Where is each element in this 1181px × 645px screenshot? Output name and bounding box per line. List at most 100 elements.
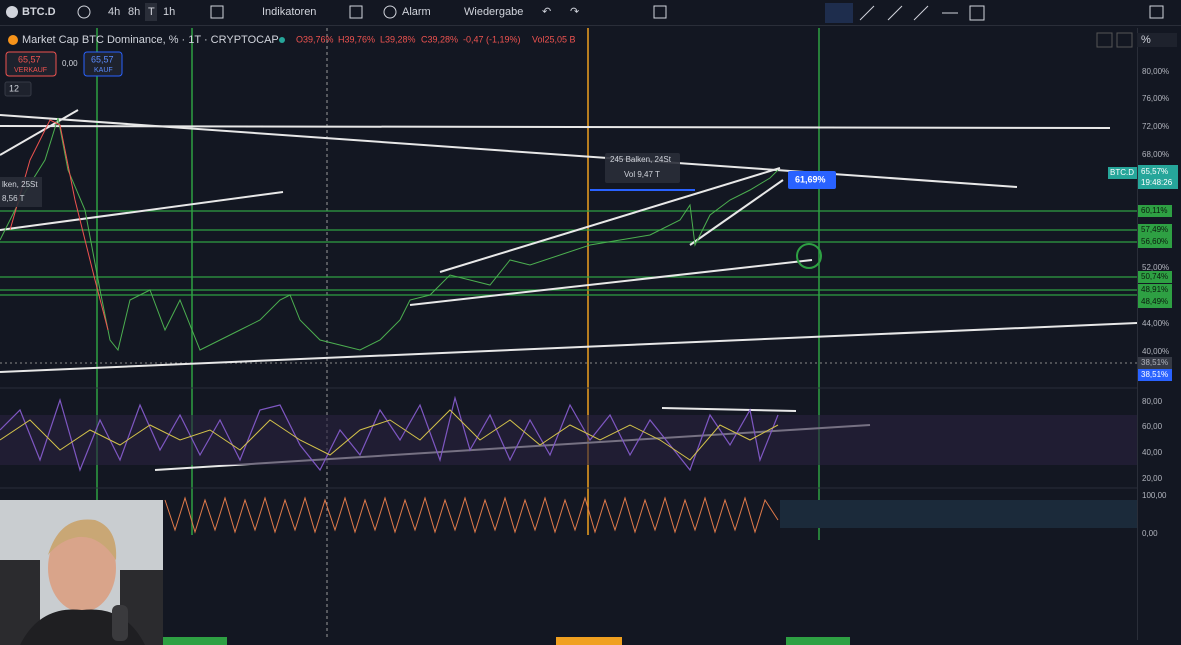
level-label: 48,49%: [1141, 297, 1168, 306]
oscillator-axis-label: 100,00: [1142, 491, 1167, 500]
drawing-line: [859, 5, 875, 21]
level-labels: 60,11% 57,49% 56,60% 50,74% 48,91% 48,49…: [1138, 205, 1172, 381]
drawing-line: [661, 407, 797, 412]
buy-button[interactable]: [83, 51, 123, 77]
shape: [1138, 236, 1172, 248]
level-label: 48,91%: [1141, 285, 1168, 294]
drawing-line: [0, 114, 1018, 188]
sell-button[interactable]: [5, 51, 57, 77]
scale-mode[interactable]: %: [1141, 34, 1151, 46]
shape: [210, 5, 224, 19]
legend-change: -0,47 (-1,19%): [463, 34, 521, 44]
shape: [1138, 357, 1172, 369]
shape: [1138, 205, 1172, 217]
level-label: 57,49%: [1141, 225, 1168, 234]
drawing-line: [0, 322, 1138, 373]
redo[interactable]: ↷: [570, 6, 579, 18]
shape: [0, 117, 779, 352]
shape: [0, 177, 42, 207]
shape: [77, 5, 91, 19]
shape: [0, 409, 779, 461]
shape: [788, 171, 836, 189]
legend-open: O39,76%: [296, 34, 334, 44]
shape: [163, 637, 227, 645]
shape: [556, 637, 622, 645]
shape: [279, 37, 285, 43]
measure-price: 61,69%: [795, 174, 826, 184]
shape: [796, 243, 822, 269]
shape: [164, 496, 779, 534]
legend-volume: Vol25,05 B: [532, 34, 576, 44]
measure-bars: 245 Balken, 24St: [610, 155, 672, 164]
shape: [4, 81, 32, 97]
webcam: [0, 500, 163, 645]
toolbar: [0, 0, 1181, 25]
shape: [605, 153, 680, 183]
oscillator-axis-label: 40,00: [1142, 448, 1163, 457]
shape: [349, 5, 363, 19]
shape: [383, 5, 397, 19]
symbol[interactable]: BTC.D: [22, 6, 56, 18]
shape: [48, 524, 116, 612]
shape: [1138, 296, 1172, 308]
price-axis-label: 72,00%: [1142, 122, 1169, 131]
indicators-button[interactable]: Indikatoren: [262, 6, 316, 18]
undo[interactable]: ↶: [542, 6, 551, 18]
legend-low: L39,28%: [380, 34, 416, 44]
alert-button[interactable]: Alarm: [402, 6, 431, 18]
shape: [1096, 32, 1113, 48]
shape: [1108, 167, 1137, 179]
drawing-line: [409, 259, 813, 306]
shape: [1149, 5, 1164, 19]
shape: [1116, 32, 1133, 48]
interval[interactable]: T: [148, 6, 155, 18]
drawing-line: [0, 109, 79, 156]
level-label: 56,60%: [1141, 237, 1168, 246]
legend-title: Market Cap BTC Dominance, % · 1T · CRYPT…: [22, 34, 279, 46]
replay-button[interactable]: Wiedergabe: [464, 6, 523, 18]
shape: [9, 119, 109, 331]
interval[interactable]: 4h: [108, 6, 120, 18]
shape: [1137, 33, 1177, 47]
legend-close: C39,28%: [421, 34, 458, 44]
drawing-line: [689, 179, 784, 246]
sell-price: 65,57: [18, 54, 41, 64]
drawing-line: [887, 5, 903, 21]
interval[interactable]: 1h: [163, 6, 175, 18]
shape: [1138, 284, 1172, 296]
level-label: 50,74%: [1141, 272, 1168, 281]
sell-label: VERKAUF: [14, 67, 47, 74]
shape: [1138, 224, 1172, 236]
drawing-line: [439, 167, 781, 273]
buy-label: KAUF: [94, 67, 113, 74]
shape: [0, 210, 1137, 296]
oscillator-axis-label: 0,00: [1142, 529, 1158, 538]
drawing-line: [0, 191, 284, 231]
level-label: 38,51%: [1141, 370, 1168, 379]
shape: [1138, 271, 1172, 283]
shape: [786, 637, 850, 645]
oscillator-axis-label: 80,00: [1142, 397, 1163, 406]
legend-high: H39,76%: [338, 34, 375, 44]
oscillator-axis-label: 20,00: [1142, 474, 1163, 483]
shape: [0, 109, 1138, 471]
buy-price: 65,57: [91, 54, 114, 64]
measure-volume: 8,56 T: [2, 194, 25, 203]
drawing-line: [913, 5, 929, 21]
shape: [1138, 369, 1172, 381]
shape: [0, 415, 1137, 465]
current-price: 65,57%: [1141, 167, 1168, 176]
interval[interactable]: 8h: [128, 6, 140, 18]
measure-volume: Vol 9,47 T: [624, 170, 660, 179]
indicator-count[interactable]: 12: [9, 83, 19, 93]
price-axis-label: 80,00%: [1142, 67, 1169, 76]
current-symbol: BTC.D: [1110, 168, 1134, 177]
price-axis-label: 52,00%: [1142, 263, 1169, 272]
shape: [653, 5, 667, 19]
shape: [780, 500, 1137, 528]
shape: [825, 3, 853, 23]
price-axis-label: 44,00%: [1142, 319, 1169, 328]
spread: 0,00: [62, 59, 78, 68]
